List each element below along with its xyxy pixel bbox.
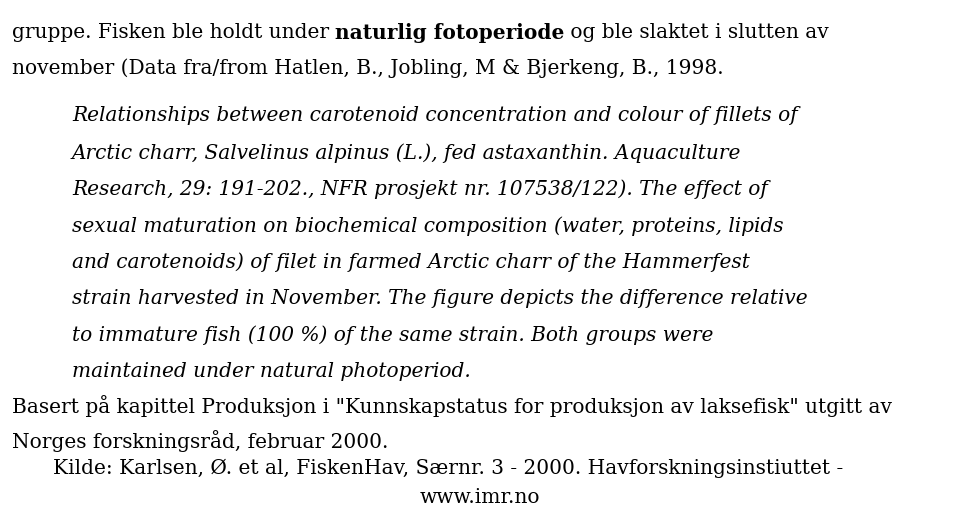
Text: gruppe. Fisken ble holdt under: gruppe. Fisken ble holdt under bbox=[12, 23, 335, 42]
Text: Arctic charr, Salvelinus alpinus (L.), fed astaxanthin. Aquaculture: Arctic charr, Salvelinus alpinus (L.), f… bbox=[72, 143, 741, 163]
Text: naturlig fotoperiode: naturlig fotoperiode bbox=[335, 23, 564, 43]
Text: maintained under natural photoperiod.: maintained under natural photoperiod. bbox=[72, 362, 470, 381]
Text: sexual maturation on biochemical composition (water, proteins, lipids: sexual maturation on biochemical composi… bbox=[72, 216, 783, 236]
Text: Research, 29: 191-202., NFR prosjekt nr. 107538/122). The effect of: Research, 29: 191-202., NFR prosjekt nr.… bbox=[72, 179, 768, 199]
Text: Norges forskningsråd, februar 2000.: Norges forskningsråd, februar 2000. bbox=[12, 430, 388, 452]
Text: november (Data fra/from Hatlen, B., Jobling, M & Bjerkeng, B., 1998.: november (Data fra/from Hatlen, B., Jobl… bbox=[12, 58, 723, 78]
Text: og ble slaktet i slutten av: og ble slaktet i slutten av bbox=[564, 23, 829, 42]
Text: strain harvested in November. The figure depicts the difference relative: strain harvested in November. The figure… bbox=[72, 289, 807, 308]
Text: and carotenoids) of filet in farmed Arctic charr of the Hammerfest: and carotenoids) of filet in farmed Arct… bbox=[72, 252, 750, 272]
Text: Kilde: Karlsen, Ø. et al, FiskenHav, Særnr. 3 - 2000. Havforskningsinstiuttet -: Kilde: Karlsen, Ø. et al, FiskenHav, Sær… bbox=[53, 459, 843, 478]
Text: to immature fish (100 %) of the same strain. Both groups were: to immature fish (100 %) of the same str… bbox=[72, 325, 713, 345]
Text: Basert på kapittel Produksjon i "Kunnskapstatus for produksjon av laksefisk" utg: Basert på kapittel Produksjon i "Kunnska… bbox=[12, 395, 892, 417]
Text: Relationships between carotenoid concentration and colour of fillets of: Relationships between carotenoid concent… bbox=[72, 106, 798, 125]
Text: www.imr.no: www.imr.no bbox=[420, 488, 540, 506]
